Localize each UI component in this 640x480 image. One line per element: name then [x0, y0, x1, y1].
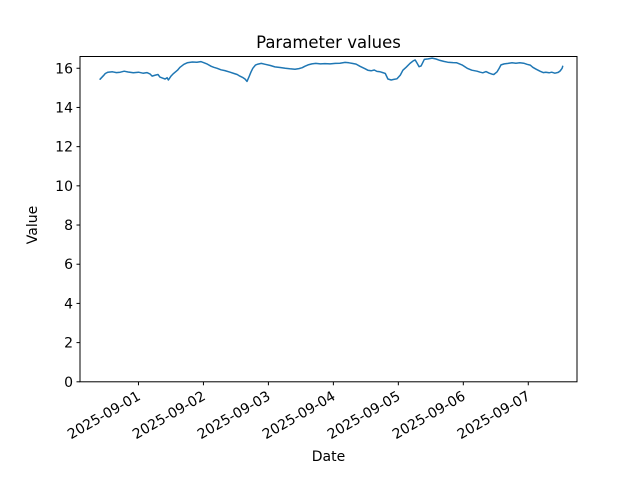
series-line	[99, 57, 564, 83]
x-tick-label: 2025-09-06	[390, 388, 469, 443]
y-tick-label: 0	[64, 375, 73, 391]
x-tick-label: 2025-09-02	[130, 388, 208, 443]
y-tick-label: 12	[55, 140, 73, 156]
plot-area-border	[79, 56, 578, 383]
y-tick-label: 6	[64, 257, 73, 273]
y-tick-label: 16	[55, 61, 73, 77]
x-tick-label: 2025-09-05	[325, 388, 403, 443]
y-tick-label: 4	[64, 296, 73, 312]
y-tick-label: 8	[64, 218, 73, 234]
x-tick-label: 2025-09-01	[65, 388, 143, 443]
chart-title: Parameter values	[256, 33, 401, 52]
y-tick-label: 14	[55, 100, 73, 116]
y-tick-label: 10	[55, 179, 73, 195]
x-tick-label: 2025-09-04	[260, 388, 339, 443]
x-tick-label: 2025-09-07	[455, 388, 533, 443]
x-tick-label: 2025-09-03	[195, 388, 273, 443]
y-axis-ticks: 0 2 4 6 8 10 12 14 16	[55, 61, 80, 391]
y-tick-label: 2	[64, 336, 73, 352]
x-axis-ticks: 2025-09-012025-09-022025-09-032025-09-04…	[65, 381, 533, 443]
x-axis-label: Date	[312, 449, 345, 465]
y-axis-label: Value	[25, 206, 41, 244]
